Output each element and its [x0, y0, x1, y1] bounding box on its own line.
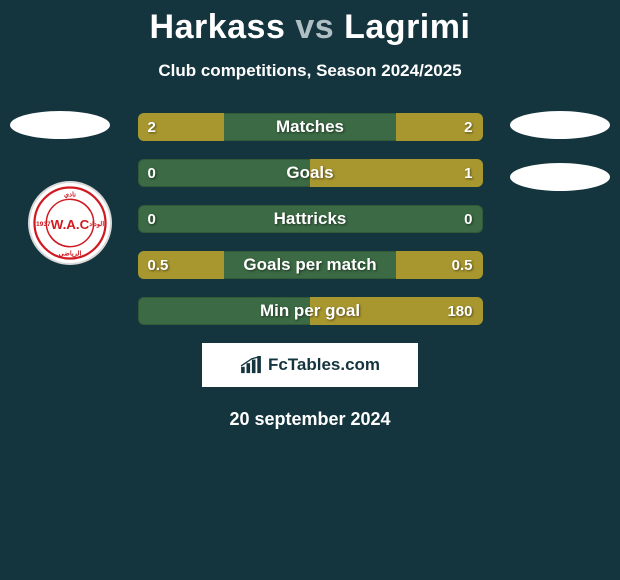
comparison-title: Harkass vs Lagrimi: [0, 0, 620, 47]
player2-badge-placeholder: [510, 111, 610, 139]
stat-value-right: 2: [464, 113, 472, 141]
vs-separator: vs: [295, 8, 334, 46]
svg-text:W.A.C: W.A.C: [51, 217, 90, 232]
brand-text: FcTables.com: [268, 355, 380, 375]
stat-value-left: 0.5: [148, 251, 169, 279]
player1-badge-placeholder: [10, 111, 110, 139]
stat-value-right: 0: [464, 205, 472, 233]
stat-value-right: 1: [464, 159, 472, 187]
content-area: W.A.C نادي الوداد الرياضي 1937 Matches2 2…: [0, 113, 620, 325]
brand-box[interactable]: FcTables.com: [202, 343, 418, 387]
player1-club-logo: W.A.C نادي الوداد الرياضي 1937: [28, 181, 112, 265]
stat-label: Min per goal: [138, 297, 483, 325]
snapshot-date: 20 september 2024: [0, 409, 620, 430]
svg-text:الوداد: الوداد: [89, 220, 104, 228]
stat-row: Goals per match0.5 0.5: [138, 251, 483, 279]
stat-row: Matches2 2: [138, 113, 483, 141]
chart-icon: [240, 356, 262, 374]
player2-name: Lagrimi: [344, 8, 470, 46]
stat-row: Hattricks0 0: [138, 205, 483, 233]
svg-text:1937: 1937: [36, 221, 51, 228]
stat-value-left: 0: [148, 159, 156, 187]
stat-value-right: 180: [447, 297, 472, 325]
stat-row: Goals0 1: [138, 159, 483, 187]
player1-name: Harkass: [150, 8, 286, 46]
stat-value-left: 2: [148, 113, 156, 141]
subtitle: Club competitions, Season 2024/2025: [0, 61, 620, 81]
stat-value-right: 0.5: [452, 251, 473, 279]
svg-text:نادي: نادي: [64, 190, 76, 199]
stat-label: Hattricks: [138, 205, 483, 233]
stat-value-left: 0: [148, 205, 156, 233]
stat-bars: Matches22Goals01Hattricks00Goals per mat…: [138, 113, 483, 325]
wac-logo-icon: W.A.C نادي الوداد الرياضي 1937: [33, 186, 107, 260]
stat-label: Goals per match: [138, 251, 483, 279]
stat-label: Matches: [138, 113, 483, 141]
stat-row: Min per goal180: [138, 297, 483, 325]
stat-label: Goals: [138, 159, 483, 187]
player2-club-placeholder: [510, 163, 610, 191]
svg-text:الرياضي: الرياضي: [59, 250, 82, 259]
